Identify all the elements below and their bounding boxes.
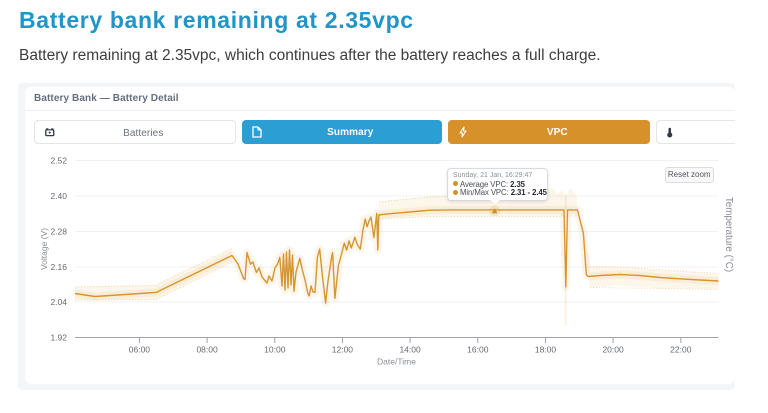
svg-text:08:00: 08:00 [196,345,218,355]
svg-text:14:00: 14:00 [399,345,421,355]
svg-text:Temperature (°C): Temperature (°C) [723,197,734,272]
svg-text:Date/Time: Date/Time [377,357,416,367]
svg-text:22:00: 22:00 [670,345,692,355]
svg-text:Voltage (V): Voltage (V) [39,228,49,270]
svg-text:06:00: 06:00 [129,345,151,355]
svg-text:2.16: 2.16 [50,262,67,272]
svg-text:2.28: 2.28 [50,227,67,237]
svg-text:2.04: 2.04 [50,297,67,307]
svg-text:10:00: 10:00 [264,345,286,355]
svg-text:16:00: 16:00 [467,345,489,355]
svg-text:12:00: 12:00 [332,345,354,355]
svg-text:20:00: 20:00 [602,345,624,355]
svg-text:2.52: 2.52 [50,156,67,166]
svg-text:18:00: 18:00 [535,345,557,355]
svg-text:2.40: 2.40 [50,191,67,201]
svg-text:1.92: 1.92 [50,333,67,343]
